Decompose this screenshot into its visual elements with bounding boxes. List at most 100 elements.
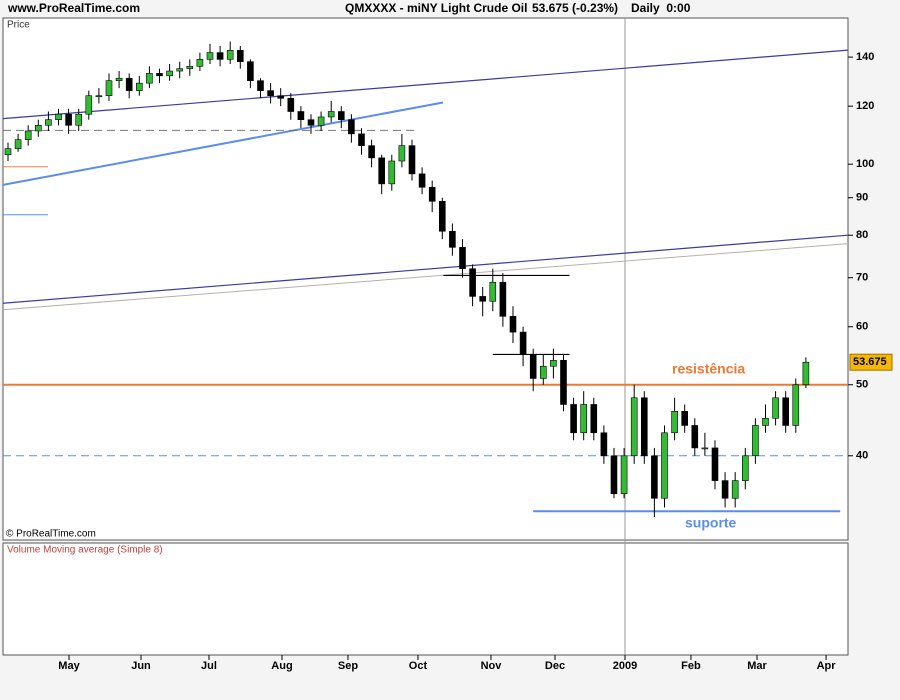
candle-body [651, 455, 658, 499]
candle-body [368, 145, 375, 159]
candle-body [752, 425, 759, 457]
y-tick-label: 40 [856, 450, 868, 462]
candle-body [317, 116, 325, 126]
candle-body [731, 480, 739, 499]
period: Daily 0:00 [631, 1, 691, 15]
candle-body [681, 411, 688, 426]
candle-body [560, 359, 567, 405]
candle-body [378, 157, 385, 185]
candle-body [156, 73, 163, 77]
candle-body [519, 331, 527, 355]
candle-body [236, 50, 244, 62]
volume-label: Volume Moving average (Simple 8) [7, 545, 163, 556]
y-tick-label: 140 [856, 51, 874, 63]
x-tick-label: Mar [747, 660, 767, 672]
candle-body [135, 82, 143, 91]
x-tick-label: Sep [338, 660, 358, 672]
x-tick-label: Feb [681, 660, 701, 672]
candle-body [358, 133, 365, 146]
candle-body [55, 113, 62, 120]
candle-body [438, 200, 446, 232]
candle-body [277, 95, 284, 99]
candle-body [580, 404, 587, 434]
x-tick-label: Jul [201, 660, 217, 672]
candle-body [550, 359, 557, 367]
candle-body [105, 80, 113, 97]
candle-body [14, 139, 22, 149]
site: www.ProRealTime.com [7, 1, 140, 15]
candle-body [398, 145, 406, 162]
candle-body [459, 247, 466, 270]
candle-body [65, 113, 72, 126]
candle-body [721, 480, 729, 499]
drawn-line [2, 101, 444, 186]
y-tick-label: 50 [856, 379, 868, 391]
candle-body [671, 411, 678, 434]
candle-body [499, 281, 507, 317]
x-tick-label: Apr [817, 660, 837, 672]
y-tick-label: 120 [856, 100, 874, 112]
annotation: resistência [672, 361, 745, 377]
candle-body [479, 296, 486, 302]
candle-body [529, 354, 537, 379]
candle-body [24, 130, 32, 140]
candle-body [539, 365, 547, 379]
y-tick-label: 100 [856, 158, 874, 170]
candle-body [267, 90, 274, 97]
x-tick-label: Jun [131, 660, 151, 672]
candle-body [408, 145, 416, 175]
candle-body [125, 77, 133, 91]
candle-body [327, 111, 335, 118]
candle-body [115, 77, 123, 81]
candle-body [4, 148, 12, 156]
candle-body [196, 59, 204, 67]
candle-body [388, 160, 396, 185]
candle-body [186, 66, 194, 69]
candle-body [782, 397, 789, 426]
quote: 53.675 (-0.23%) [532, 1, 618, 15]
candle-body [85, 95, 93, 115]
candle-body [711, 447, 719, 481]
drawn-line [2, 243, 849, 311]
candle-body [337, 111, 345, 120]
candle-body [620, 455, 628, 495]
y-tick-label: 70 [856, 272, 868, 284]
candle-body [166, 70, 173, 77]
candle-body [792, 384, 800, 426]
chart-title: QMXXXX - miNY Light Crude Oil [345, 1, 527, 15]
y-tick-label: 80 [856, 229, 868, 241]
last-price-box [849, 353, 893, 371]
candle-body [509, 316, 517, 333]
candle-body [661, 432, 668, 499]
candle-body [772, 397, 779, 419]
price-panel [2, 17, 849, 541]
copyright: © ProRealTime.com [6, 529, 96, 540]
candle-body [247, 61, 254, 81]
candle-body [75, 113, 82, 126]
candle-body [600, 432, 608, 457]
candle-body [802, 361, 810, 386]
candle-body [741, 455, 749, 481]
candle-body [570, 404, 577, 434]
x-tick-label: Aug [271, 660, 292, 672]
candle-body [610, 455, 618, 495]
y-tick-label: 90 [856, 192, 868, 204]
candle-body [257, 80, 264, 91]
annotation: suporte [685, 515, 737, 531]
panel-label: Price [7, 20, 30, 31]
y-tick-label: 60 [856, 321, 868, 333]
drawn-line [2, 49, 849, 120]
candle-body [297, 111, 305, 120]
candle-body [428, 186, 436, 202]
candle-body [469, 268, 476, 297]
x-tick-label: Oct [409, 660, 428, 672]
candle-body [691, 425, 699, 449]
candle-body [206, 52, 214, 60]
candle-body [630, 397, 638, 457]
candle-body [45, 119, 52, 126]
x-tick-label: Dec [545, 660, 565, 672]
candle-body [307, 119, 315, 126]
candle-body [287, 97, 295, 112]
candle-body [762, 418, 769, 426]
candle-body [348, 119, 355, 135]
